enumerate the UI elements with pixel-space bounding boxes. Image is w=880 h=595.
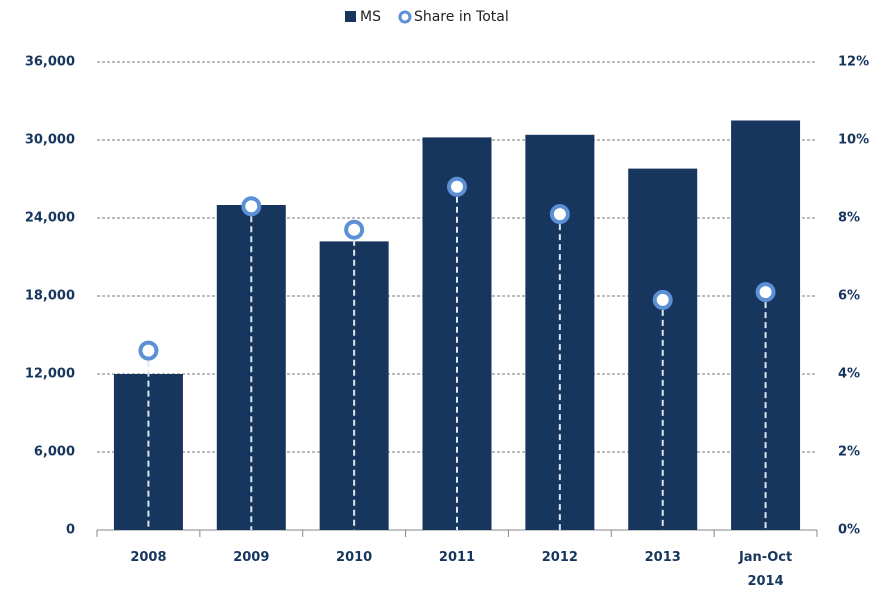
x-tick-label: 2009 — [233, 550, 270, 565]
y-tick-label: 30,000 — [25, 133, 75, 148]
point — [549, 204, 570, 225]
y-tick-label: 24,000 — [25, 211, 75, 226]
y2-tick-label: 12% — [838, 55, 869, 70]
legend-label: MS — [360, 9, 381, 25]
point — [652, 289, 673, 310]
bar — [422, 137, 492, 530]
point — [241, 196, 262, 217]
legend-swatch — [398, 10, 412, 24]
y2-tick-label: 10% — [838, 133, 869, 148]
y-tick-label: 36,000 — [25, 55, 75, 70]
y2-tick-label: 6% — [838, 289, 860, 304]
y-tick-label: 6,000 — [34, 445, 75, 460]
point — [344, 219, 365, 240]
x-tick-label: 2011 — [438, 550, 476, 565]
point — [755, 282, 776, 303]
x-tick-label: Jan-Oct 2014 — [738, 550, 793, 589]
y-tick-label: 18,000 — [25, 289, 75, 304]
point — [447, 176, 467, 197]
y2-tick-label: 4% — [838, 367, 860, 382]
y2-tick-label: 0% — [838, 523, 860, 538]
x-tick-label: 2008 — [130, 550, 167, 565]
x-tick-label: 2013 — [644, 550, 681, 565]
y-tick-label: 12,000 — [25, 367, 75, 382]
bar — [525, 134, 595, 531]
y2-tick-label: 2% — [838, 445, 860, 460]
legend-swatch — [345, 11, 356, 22]
x-tick-label: 2012 — [541, 550, 578, 565]
point — [138, 340, 159, 361]
y-tick-label: 0 — [66, 523, 75, 538]
legend-label: Share in Total — [414, 9, 509, 25]
bar — [628, 168, 698, 530]
y2-tick-label: 8% — [838, 211, 860, 226]
x-tick-label: 2010 — [336, 550, 373, 565]
